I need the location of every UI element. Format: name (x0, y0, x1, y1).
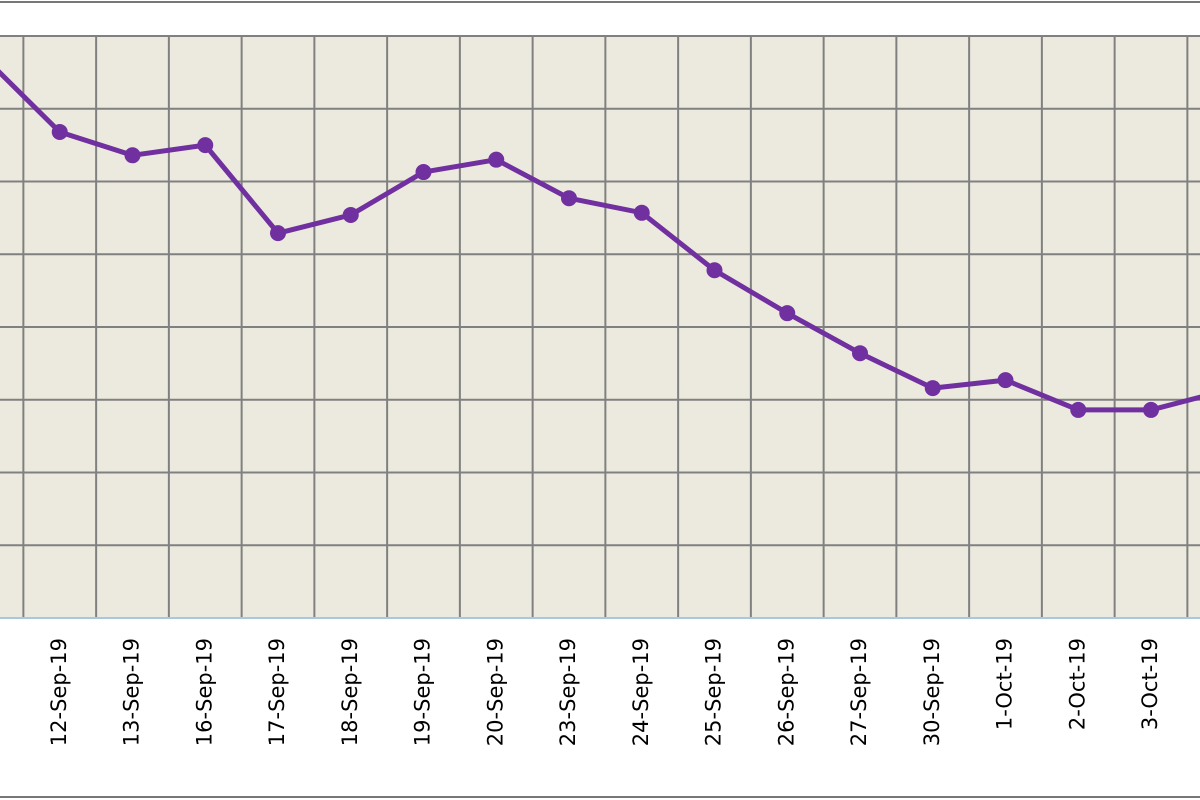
x-labels: 12-Sep-19 13-Sep-19 16-Sep-19 17-Sep-19 18-S… (47, 638, 1162, 746)
x-tick-label: 17-Sep-19 (265, 638, 289, 746)
x-tick-label: 1-Oct-19 (993, 638, 1017, 730)
data-point (342, 206, 359, 223)
x-tick-label: 26-Sep-19 (774, 638, 798, 746)
data-point (124, 147, 141, 164)
data-point (270, 225, 286, 242)
x-tick-label: 27-Sep-19 (847, 638, 871, 746)
x-tick-label: 18-Sep-19 (338, 638, 362, 746)
data-point (706, 262, 723, 279)
data-point (415, 164, 432, 181)
data-point (488, 151, 505, 168)
grid (0, 35, 1200, 619)
marks (0, 69, 1200, 418)
data-point (852, 345, 868, 362)
x-tick-label: 16-Sep-19 (192, 638, 216, 746)
x-tick-label: 25-Sep-19 (702, 638, 726, 746)
x-tick-label: 30-Sep-19 (920, 638, 944, 746)
x-tick-label: 13-Sep-19 (120, 638, 144, 746)
x-tick-label: 12-Sep-19 (47, 638, 71, 746)
x-tick-label: 19-Sep-19 (411, 638, 435, 746)
series-line (0, 69, 1200, 413)
data-point (997, 372, 1014, 389)
x-tick-label: 2-Oct-19 (1065, 638, 1089, 730)
x-tick-label: 24-Sep-19 (629, 638, 653, 746)
data-point (1143, 401, 1159, 418)
x-tick-label: 23-Sep-19 (556, 638, 580, 746)
data-point (779, 305, 796, 322)
x-tick-label: 3-Oct-19 (1138, 638, 1162, 730)
data-point (197, 137, 214, 154)
data-point (633, 204, 650, 221)
data-point (51, 124, 68, 141)
data-point (561, 190, 577, 207)
data-point (924, 380, 941, 397)
data-point (1070, 401, 1087, 418)
x-tick-label: 20-Sep-19 (483, 638, 507, 746)
